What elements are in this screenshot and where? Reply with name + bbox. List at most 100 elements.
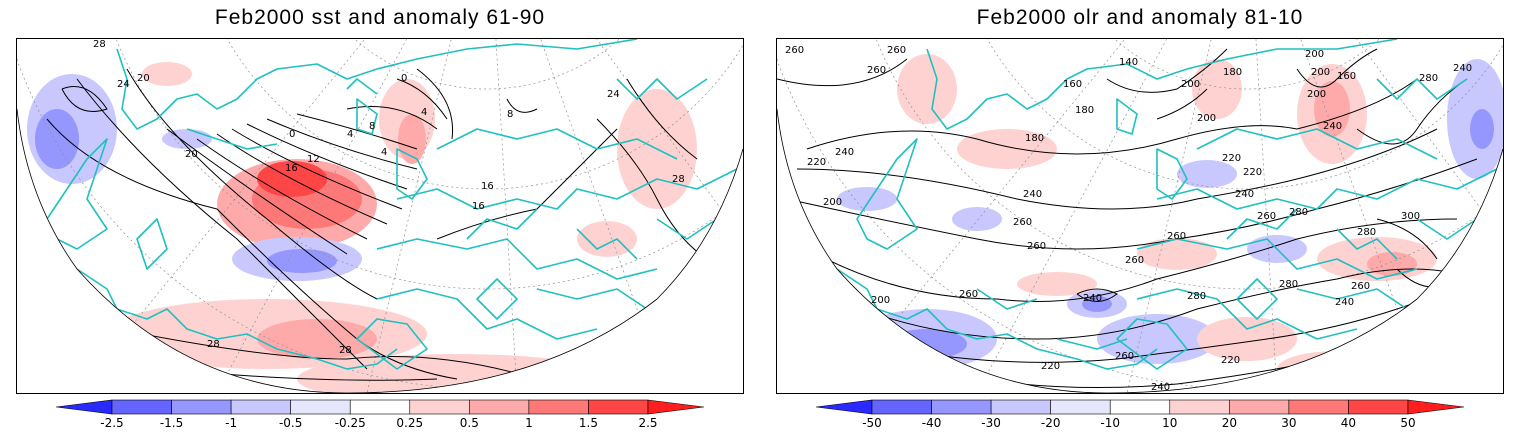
colorbar-bin xyxy=(111,399,172,415)
olr-contour-label: 220 xyxy=(807,157,826,168)
olr-contour-label: 240 xyxy=(1453,63,1472,74)
colorbar-tick-label: -50 xyxy=(862,416,882,430)
olr-contour-label: 260 xyxy=(887,45,906,56)
olr-contour-label: 280 xyxy=(1289,207,1308,218)
sst-contour-label: 8 xyxy=(507,109,513,120)
olr-coastlines xyxy=(836,39,1498,370)
olr-contour-label: 260 xyxy=(1125,255,1144,266)
sst-contour-label: 8 xyxy=(369,121,375,132)
olr-contours xyxy=(777,48,1503,389)
colorbar-bin xyxy=(1288,399,1349,415)
sst-coastlines xyxy=(46,39,738,370)
olr-contour-label: 280 xyxy=(1279,279,1298,290)
olr-contour-label: 200 xyxy=(1307,89,1326,100)
sst-panel-title: Feb2000 sst and anomaly 61-90 xyxy=(214,6,546,29)
sst-contour-label: 4 xyxy=(381,147,387,158)
sst-map: 28 24 20 20 12 16 8 4 0 0 4 16 16 24 28 … xyxy=(16,38,744,394)
sst-contour-label: 0 xyxy=(289,129,295,140)
colorbar-tick-label: 2.5 xyxy=(638,416,657,430)
colorbar-bin xyxy=(931,399,992,415)
colorbar-bin xyxy=(588,399,649,415)
olr-contour-label: 180 xyxy=(1075,105,1094,116)
sst-contour-label: 0 xyxy=(401,73,407,84)
colorbar-left-arrow xyxy=(815,399,873,415)
olr-contour-label: 260 xyxy=(785,45,804,56)
olr-contour-label: 200 xyxy=(1311,67,1330,78)
olr-contour-label: 220 xyxy=(1222,153,1241,164)
colorbar-bin xyxy=(1109,399,1171,415)
olr-contour-label: 240 xyxy=(835,147,854,158)
olr-anomaly-shading xyxy=(837,54,1503,387)
colorbar-tick-label: -30 xyxy=(981,416,1001,430)
sst-contour-label: 24 xyxy=(607,89,620,100)
colorbar-tick-label: -1.5 xyxy=(160,416,183,430)
colorbar-tick-label: 40 xyxy=(1341,416,1356,430)
sst-contour-label: 16 xyxy=(481,181,494,192)
colorbar-tick-label: 1 xyxy=(525,416,533,430)
colorbar-bin xyxy=(528,399,589,415)
olr-contour-label: 180 xyxy=(1025,133,1044,144)
olr-contour-label: 240 xyxy=(1151,382,1170,393)
colorbar-tick-label: 1.5 xyxy=(579,416,598,430)
olr-contour-label: 220 xyxy=(1243,167,1262,178)
colorbar-bin xyxy=(1050,399,1111,415)
colorbar-tick-label: 0.25 xyxy=(396,416,423,430)
olr-contour-label: 260 xyxy=(1013,217,1032,228)
olr-contour-label: 160 xyxy=(1337,71,1356,82)
colorbar-bin xyxy=(171,399,232,415)
olr-contour-label: 280 xyxy=(1419,73,1438,84)
colorbar-bin xyxy=(469,399,530,415)
olr-map: 260 260 260 240 220 160 180 140 200 180 … xyxy=(776,38,1504,394)
olr-map-edge xyxy=(777,108,1108,393)
sst-contour-label: 4 xyxy=(421,107,427,118)
colorbar-tick-label: 10 xyxy=(1162,416,1177,430)
colorbar-tick-label: -2.5 xyxy=(100,416,123,430)
olr-contour-label: 280 xyxy=(1357,227,1376,238)
colorbar-tick-label: -40 xyxy=(922,416,942,430)
colorbar-bin xyxy=(349,399,411,415)
olr-map-edge xyxy=(1106,148,1503,393)
colorbar-tick-label: -0.5 xyxy=(279,416,302,430)
colorbar-tick-label: 30 xyxy=(1281,416,1296,430)
olr-contour-label: 220 xyxy=(1041,361,1060,372)
colorbar-tick-label: -1 xyxy=(225,416,237,430)
olr-contour-label: 200 xyxy=(1305,49,1324,60)
colorbar-tick-label: 20 xyxy=(1222,416,1237,430)
colorbar-bin xyxy=(1348,399,1409,415)
colorbar-bin xyxy=(1169,399,1230,415)
olr-contour-label: 260 xyxy=(1351,281,1370,292)
olr-contour-label: 140 xyxy=(1119,57,1138,68)
olr-panel-title: Feb2000 olr and anomaly 81-10 xyxy=(976,6,1304,29)
sst-contour-label: 16 xyxy=(472,201,485,212)
colorbar-bin xyxy=(230,399,291,415)
colorbar-bin xyxy=(871,399,932,415)
colorbar-right-arrow xyxy=(647,399,705,415)
olr-contour-label: 300 xyxy=(1401,211,1420,222)
colorbar-bin xyxy=(990,399,1051,415)
olr-contour-labels: 260 260 260 240 220 160 180 140 200 180 … xyxy=(785,45,1472,393)
olr-contour-label: 240 xyxy=(1235,189,1254,200)
sst-map-edge xyxy=(17,108,348,393)
sst-contour-label: 28 xyxy=(93,39,106,50)
olr-contour-label: 200 xyxy=(871,295,890,306)
colorbar-tick-label: -10 xyxy=(1100,416,1120,430)
olr-contour-label: 240 xyxy=(1335,297,1354,308)
sst-contour-label: 24 xyxy=(117,79,130,90)
sst-map-edge xyxy=(346,148,743,393)
olr-contour-label: 280 xyxy=(1187,291,1206,302)
sst-contour-label: 20 xyxy=(185,149,198,160)
sst-colorbar-svg: -2.5 -1.5 -1 -0.5 -0.25 0.25 0.5 1 1.5 2.5 xyxy=(55,399,705,430)
colorbar-bin xyxy=(1229,399,1290,415)
colorbar-tick-label: 0.5 xyxy=(460,416,479,430)
sst-contour-label: 16 xyxy=(285,163,298,174)
olr-contour-label: 240 xyxy=(1323,121,1342,132)
sst-colorbar: -2.5 -1.5 -1 -0.5 -0.25 0.25 0.5 1 1.5 2.5 xyxy=(55,398,705,432)
olr-contour-label: 200 xyxy=(823,197,842,208)
olr-panel: Feb2000 olr and anomaly 81-10 xyxy=(760,0,1520,430)
olr-contour-label: 260 xyxy=(867,65,886,76)
olr-contour-label: 240 xyxy=(1083,293,1102,304)
sst-map-svg: 28 24 20 20 12 16 8 4 0 0 4 16 16 24 28 … xyxy=(17,39,743,393)
colorbar-bin xyxy=(409,399,470,415)
colorbar-tick-label: -20 xyxy=(1041,416,1061,430)
colorbar-tick-label: 50 xyxy=(1400,416,1415,430)
